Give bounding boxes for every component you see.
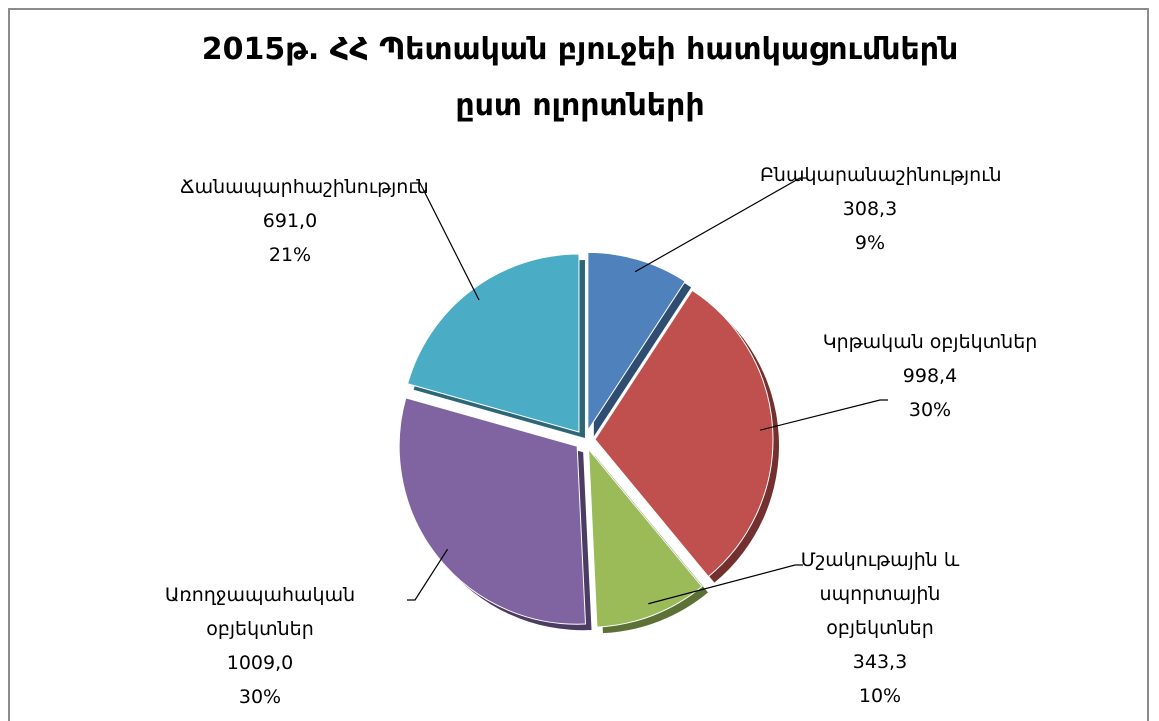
value-label: 308,3 (842, 198, 898, 220)
category-label: Բնակարանաշինություն (760, 164, 1002, 186)
slice (407, 253, 580, 433)
value-label: 691,0 (262, 210, 318, 232)
leader-line (634, 177, 808, 273)
slice (587, 251, 686, 433)
leader-line (412, 182, 480, 301)
slice (594, 289, 774, 578)
value-label: 998,4 (902, 365, 958, 387)
slice-label: Մշակութային և սպորտային օբյեկտներ 343,3 10… (770, 543, 990, 713)
category-label: Կրթական օբյեկտներ (822, 331, 1038, 353)
category-label: Ճանապարհաշինություն (180, 176, 429, 198)
chart-border (8, 8, 1149, 721)
leader-line (648, 564, 803, 605)
leader-line (407, 548, 449, 601)
slice-label: Բնակարանաշինություն 308,3 9% (760, 158, 1002, 260)
percent-label: 21% (268, 244, 312, 266)
value-label: 343,3 (852, 651, 908, 673)
leader-line (760, 399, 888, 431)
slice-label: Առողջապահական օբյեկտներ 1009,0 30% (150, 578, 370, 714)
percent-label: 30% (908, 399, 952, 421)
percent-label: 10% (858, 685, 902, 707)
category-label: Առողջապահական օբյեկտներ (164, 584, 356, 640)
percent-label: 30% (238, 686, 282, 708)
percent-label: 9% (854, 232, 886, 254)
slice (398, 397, 587, 625)
slice (588, 447, 703, 628)
category-label: Մշակութային և սպորտային օբյեկտներ (800, 549, 960, 639)
value-label: 1009,0 (226, 652, 294, 674)
slice-label: Կրթական օբյեկտներ 998,4 30% (820, 325, 1040, 427)
chart-title: 2015թ. ՀՀ Պետական բյուջեի հատկացումներն … (201, 32, 959, 123)
slice-label: Ճանապարհաշինություն 691,0 21% (180, 170, 429, 272)
